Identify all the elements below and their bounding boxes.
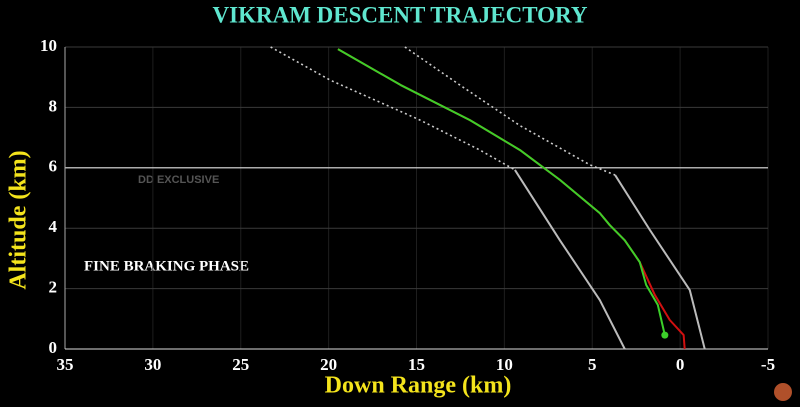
x-tick-label: -5 xyxy=(761,355,775,374)
y-tick-label: 2 xyxy=(49,278,58,297)
x-tick-label: 10 xyxy=(496,355,513,374)
x-tick-label: 30 xyxy=(144,355,161,374)
x-tick-label: 35 xyxy=(57,355,74,374)
watermark: DD EXCLUSIVE xyxy=(138,174,219,186)
planet-icon xyxy=(774,383,792,401)
x-tick-label: 5 xyxy=(588,355,597,374)
x-tick-label: 15 xyxy=(408,355,425,374)
series-line xyxy=(270,46,516,171)
x-axis-label: Down Range (km) xyxy=(325,373,512,399)
x-tick-label: 25 xyxy=(232,355,249,374)
series-line xyxy=(404,46,616,176)
end-point xyxy=(661,331,669,339)
annotation: FINE BRAKING PHASE xyxy=(84,258,249,274)
x-tick-label: 20 xyxy=(320,355,337,374)
y-tick-label: 4 xyxy=(49,217,58,236)
y-tick-label: 10 xyxy=(40,36,57,55)
y-axis-label: Altitude (km) xyxy=(6,150,32,289)
y-tick-label: 6 xyxy=(49,157,58,176)
x-tick-label: 0 xyxy=(676,355,685,374)
series-line xyxy=(337,48,666,336)
series-line xyxy=(614,174,706,350)
series-line xyxy=(514,169,626,350)
logo xyxy=(774,383,792,401)
series-line xyxy=(337,48,686,350)
y-tick-label: 0 xyxy=(49,338,58,357)
chart-title: VIKRAM DESCENT TRAJECTORY xyxy=(213,2,588,27)
y-tick-label: 8 xyxy=(49,96,58,115)
